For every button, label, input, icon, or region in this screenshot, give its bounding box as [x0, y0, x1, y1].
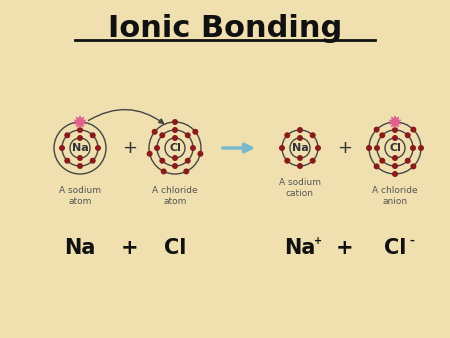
Text: A chloride
atom: A chloride atom — [152, 186, 198, 206]
Circle shape — [90, 132, 96, 138]
Circle shape — [172, 135, 178, 141]
Text: Na: Na — [72, 143, 88, 153]
Circle shape — [159, 132, 165, 138]
Text: +: + — [314, 236, 322, 246]
Circle shape — [59, 145, 65, 151]
Circle shape — [71, 139, 89, 157]
Circle shape — [172, 163, 178, 169]
Circle shape — [64, 132, 70, 138]
Circle shape — [410, 163, 416, 169]
Circle shape — [90, 158, 96, 164]
Circle shape — [405, 158, 411, 164]
Circle shape — [161, 168, 166, 174]
Polygon shape — [74, 116, 86, 128]
Circle shape — [374, 163, 380, 169]
Circle shape — [315, 145, 321, 151]
Circle shape — [192, 129, 198, 135]
Circle shape — [392, 135, 398, 141]
Circle shape — [297, 155, 303, 161]
Circle shape — [410, 145, 416, 151]
Circle shape — [198, 151, 203, 157]
Circle shape — [366, 145, 372, 151]
Circle shape — [392, 171, 398, 177]
Text: Cl: Cl — [389, 143, 401, 153]
Circle shape — [392, 155, 398, 161]
Text: Na: Na — [64, 238, 96, 258]
Circle shape — [284, 158, 290, 164]
Circle shape — [152, 129, 158, 135]
Circle shape — [379, 132, 385, 138]
Circle shape — [405, 132, 411, 138]
Text: Na: Na — [292, 143, 308, 153]
Circle shape — [297, 135, 303, 141]
Circle shape — [77, 135, 83, 141]
Text: Cl: Cl — [164, 238, 186, 258]
Text: A sodium
atom: A sodium atom — [59, 186, 101, 206]
Circle shape — [374, 145, 380, 151]
Circle shape — [392, 163, 398, 169]
Circle shape — [185, 158, 191, 164]
Circle shape — [297, 127, 303, 133]
Circle shape — [166, 139, 184, 157]
Circle shape — [379, 158, 385, 164]
Circle shape — [279, 145, 285, 151]
Circle shape — [185, 132, 191, 138]
Polygon shape — [389, 116, 400, 128]
Text: Ionic Bonding: Ionic Bonding — [108, 14, 342, 43]
Circle shape — [297, 163, 303, 169]
Text: Na: Na — [284, 238, 316, 258]
Circle shape — [147, 151, 153, 157]
Text: +: + — [336, 238, 354, 258]
Circle shape — [190, 145, 196, 151]
Circle shape — [64, 158, 70, 164]
Text: +: + — [122, 139, 138, 157]
Circle shape — [374, 127, 380, 132]
Circle shape — [410, 127, 416, 132]
Text: +: + — [121, 238, 139, 258]
Circle shape — [284, 132, 290, 138]
Text: A sodium
cation: A sodium cation — [279, 178, 321, 198]
Text: –: – — [409, 236, 414, 246]
Circle shape — [159, 158, 165, 164]
Circle shape — [310, 158, 316, 164]
Circle shape — [310, 132, 316, 138]
Circle shape — [172, 127, 178, 133]
Circle shape — [183, 168, 189, 174]
Circle shape — [77, 163, 83, 169]
Text: A chloride
anion: A chloride anion — [372, 186, 418, 206]
Circle shape — [291, 139, 309, 157]
Circle shape — [77, 127, 83, 133]
Text: Cl: Cl — [384, 238, 406, 258]
Circle shape — [386, 139, 404, 157]
Circle shape — [154, 145, 160, 151]
Circle shape — [95, 145, 101, 151]
Circle shape — [77, 155, 83, 161]
Text: Cl: Cl — [169, 143, 181, 153]
Circle shape — [418, 145, 424, 151]
Circle shape — [172, 155, 178, 161]
Circle shape — [392, 127, 398, 133]
Circle shape — [172, 119, 178, 125]
Text: +: + — [338, 139, 352, 157]
